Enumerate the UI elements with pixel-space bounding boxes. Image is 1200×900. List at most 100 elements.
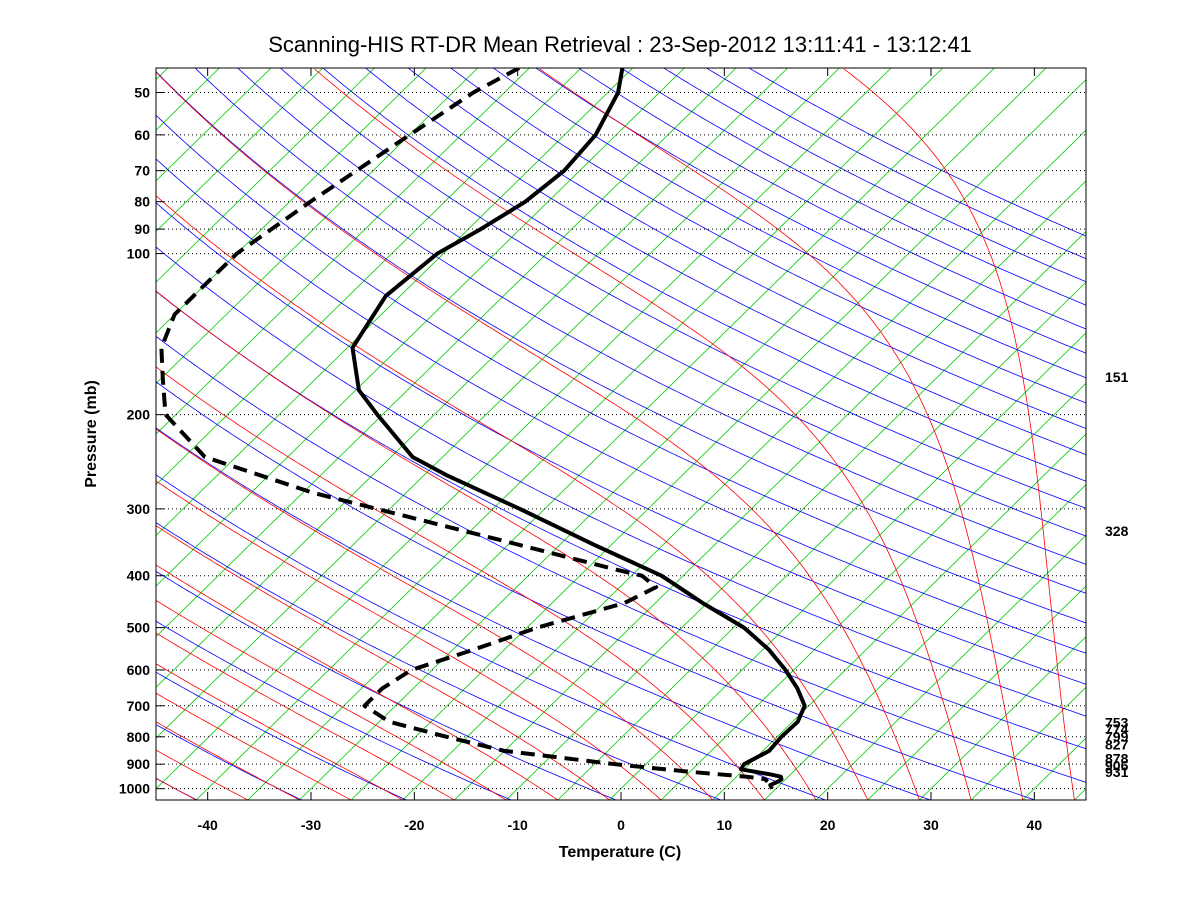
x-tick-label: 0 — [617, 817, 625, 833]
x-axis-ticks: -40 -30 -20 -10 0 10 20 30 40 — [198, 68, 1043, 833]
isotherm-line — [156, 68, 634, 536]
dry-adiabat-line — [748, 68, 1086, 237]
isotherm-line — [402, 129, 1086, 800]
isotherm-line — [156, 68, 737, 638]
right-label: 328 — [1105, 523, 1129, 539]
moist-adiabat-line — [156, 71, 920, 800]
right-label: 827 — [1105, 737, 1129, 753]
dry-adiabat-line — [194, 68, 1086, 565]
x-tick-label: 10 — [717, 817, 733, 833]
chart-title: Scanning-HIS RT-DR Mean Retrieval : 23-S… — [268, 32, 972, 57]
y-tick-label: 800 — [127, 729, 151, 745]
dry-adiabat-line — [450, 68, 1086, 404]
dry-adiabat-line — [156, 202, 1086, 685]
y-tick-label: 70 — [134, 163, 150, 179]
dry-adiabat-line — [663, 68, 1086, 283]
dry-adiabat-line — [0, 68, 92, 800]
pressure-gridlines — [156, 91, 1086, 790]
isotherm-line — [195, 68, 944, 800]
y-tick-label: 100 — [127, 246, 151, 262]
y-tick-label: 80 — [134, 194, 150, 210]
x-tick-label: -40 — [198, 817, 218, 833]
y-tick-label: 200 — [127, 407, 151, 423]
profile-series — [159, 68, 807, 790]
moist-adiabat-line — [156, 525, 610, 800]
isotherm-line — [609, 332, 1086, 800]
moist-adiabat-line — [156, 428, 714, 800]
dry-adiabat-line — [156, 335, 1086, 783]
dry-adiabat-line — [706, 68, 1086, 260]
isotherm-line — [764, 484, 1086, 800]
dewpoint-profile-line — [159, 68, 770, 784]
x-tick-label: -30 — [301, 817, 321, 833]
isotherm-line — [1178, 68, 1200, 800]
right-label: 799 — [1105, 729, 1129, 745]
dry-adiabat-line — [620, 68, 1086, 306]
right-label: 931 — [1105, 764, 1129, 780]
y-axis-label: Pressure (mb) — [83, 380, 100, 488]
dry-adiabat-line — [156, 522, 721, 800]
y-tick-label: 900 — [127, 756, 151, 772]
isotherm-line — [156, 68, 375, 283]
moist-adiabat-line — [156, 195, 869, 800]
isotherm-line — [712, 433, 1086, 800]
isotherm-line — [299, 68, 1047, 800]
dry-adiabat-line — [493, 68, 1086, 379]
moist-adiabat-line — [156, 632, 455, 800]
dry-adiabat-line — [156, 427, 931, 800]
dry-adiabat-line — [156, 158, 1086, 654]
y-tick-label: 1000 — [119, 781, 150, 797]
moist-adiabat-line — [539, 68, 1024, 800]
dry-adiabat-line — [365, 68, 1086, 456]
isotherm-line — [1022, 737, 1086, 800]
isotherm-line — [1074, 788, 1086, 800]
isotherm-line — [156, 68, 582, 486]
isotherm-line — [156, 68, 324, 233]
background-grid-lines — [0, 68, 1200, 800]
x-tick-label: 20 — [820, 817, 836, 833]
right-label: 151 — [1105, 369, 1129, 385]
dry-adiabat-line — [156, 70, 1086, 594]
right-label: 753 — [1105, 715, 1129, 731]
y-tick-label: 300 — [127, 501, 151, 517]
dry-adiabat-line — [535, 68, 1086, 354]
y-tick-label: 50 — [134, 84, 150, 100]
y-tick-label: 500 — [127, 620, 151, 636]
moist-adiabat-line — [156, 749, 248, 800]
isotherm-line — [350, 78, 1086, 800]
isotherm-line — [156, 68, 789, 688]
moist-adiabat-line — [156, 480, 662, 800]
isotherm-line — [156, 68, 220, 131]
y-tick-label: 700 — [127, 698, 151, 714]
isotherm-line — [156, 68, 892, 790]
isotherm-line — [867, 585, 1086, 800]
isotherm-line — [0, 68, 64, 800]
isotherm-line — [247, 68, 995, 800]
isotherm-line — [156, 68, 427, 334]
isotherm-line — [0, 68, 13, 800]
moist-adiabat-line — [156, 663, 403, 800]
y-tick-label: 400 — [127, 568, 151, 584]
isotherm-line — [156, 68, 840, 739]
moist-adiabat-line — [156, 290, 817, 800]
dry-adiabat-line — [156, 381, 1036, 800]
moist-adiabat-line — [156, 366, 765, 800]
y-tick-label: 600 — [127, 662, 151, 678]
y-tick-label: 90 — [134, 221, 150, 237]
x-tick-label: -10 — [508, 817, 528, 833]
x-tick-label: 30 — [923, 817, 939, 833]
isotherm-line — [505, 230, 1086, 800]
moist-adiabat-line — [843, 68, 1075, 800]
x-tick-label: 40 — [1027, 817, 1043, 833]
moist-adiabat-line — [156, 564, 559, 800]
right-label: 906 — [1105, 758, 1129, 774]
dry-adiabat-line — [322, 68, 1086, 482]
dry-adiabat-line — [156, 290, 1086, 750]
isotherm-line — [156, 68, 530, 435]
isotherm-line — [557, 281, 1086, 800]
moist-adiabat-line — [156, 599, 507, 800]
dry-adiabat-line — [156, 570, 617, 800]
moist-adiabat-line — [0, 69, 144, 800]
temperature-profile-line — [350, 68, 807, 790]
right-label: 774 — [1105, 721, 1129, 737]
